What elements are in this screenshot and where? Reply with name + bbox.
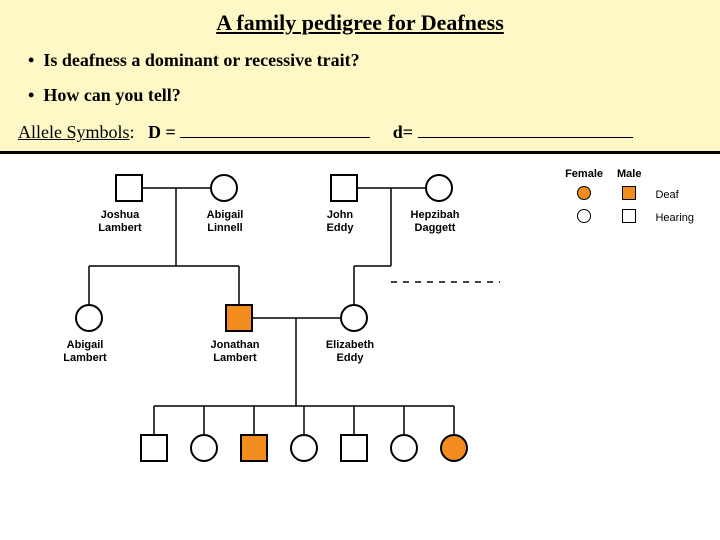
node-joshua [115, 174, 143, 202]
label-elizabeth: ElizabethEddy [310, 339, 390, 364]
bullet-1-text: Is deafness a dominant or recessive trai… [43, 50, 359, 70]
node-hepzibah [425, 174, 453, 202]
legend-deaf-label: Deaf [649, 184, 700, 205]
bullet-2: • How can you tell? [28, 85, 702, 106]
D-blank [180, 120, 370, 138]
legend-female-deaf-icon [577, 186, 591, 200]
bullet-1: • Is deafness a dominant or recessive tr… [28, 50, 702, 71]
allele-symbols-line: Allele Symbols: D = d= [18, 120, 702, 143]
legend-male-hdr: Male [611, 166, 647, 182]
node-g3-6 [390, 434, 418, 462]
label-john: JohnEddy [300, 209, 380, 234]
node-john [330, 174, 358, 202]
allele-symbols-label: Allele Symbols [18, 122, 130, 142]
label-hepzibah: HepzibahDaggett [395, 209, 475, 234]
d-blank [418, 120, 633, 138]
node-g3-1 [140, 434, 168, 462]
legend: Female Male Deaf Hearing [557, 164, 702, 230]
node-abigail-lambert [75, 304, 103, 332]
node-abigail-linnell [210, 174, 238, 202]
legend-female-hearing-icon [577, 209, 591, 223]
pedigree-chart: Female Male Deaf Hearing [0, 154, 720, 514]
legend-male-deaf-icon [622, 186, 636, 200]
node-g3-4 [290, 434, 318, 462]
legend-female-hdr: Female [559, 166, 609, 182]
legend-hearing-label: Hearing [649, 207, 700, 228]
label-jonathan: JonathanLambert [195, 339, 275, 364]
header-block: A family pedigree for Deafness • Is deaf… [0, 0, 720, 154]
bullet-2-text: How can you tell? [43, 85, 181, 105]
node-g3-2 [190, 434, 218, 462]
legend-male-hearing-icon [622, 209, 636, 223]
d-prefix: d= [393, 122, 413, 142]
node-elizabeth [340, 304, 368, 332]
node-jonathan [225, 304, 253, 332]
node-g3-7 [440, 434, 468, 462]
page-title: A family pedigree for Deafness [18, 10, 702, 36]
node-g3-5 [340, 434, 368, 462]
node-g3-3 [240, 434, 268, 462]
label-abigail-linnell: AbigailLinnell [185, 209, 265, 234]
label-abigail-lambert: AbigailLambert [45, 339, 125, 364]
D-prefix: D = [148, 122, 176, 142]
label-joshua: JoshuaLambert [80, 209, 160, 234]
